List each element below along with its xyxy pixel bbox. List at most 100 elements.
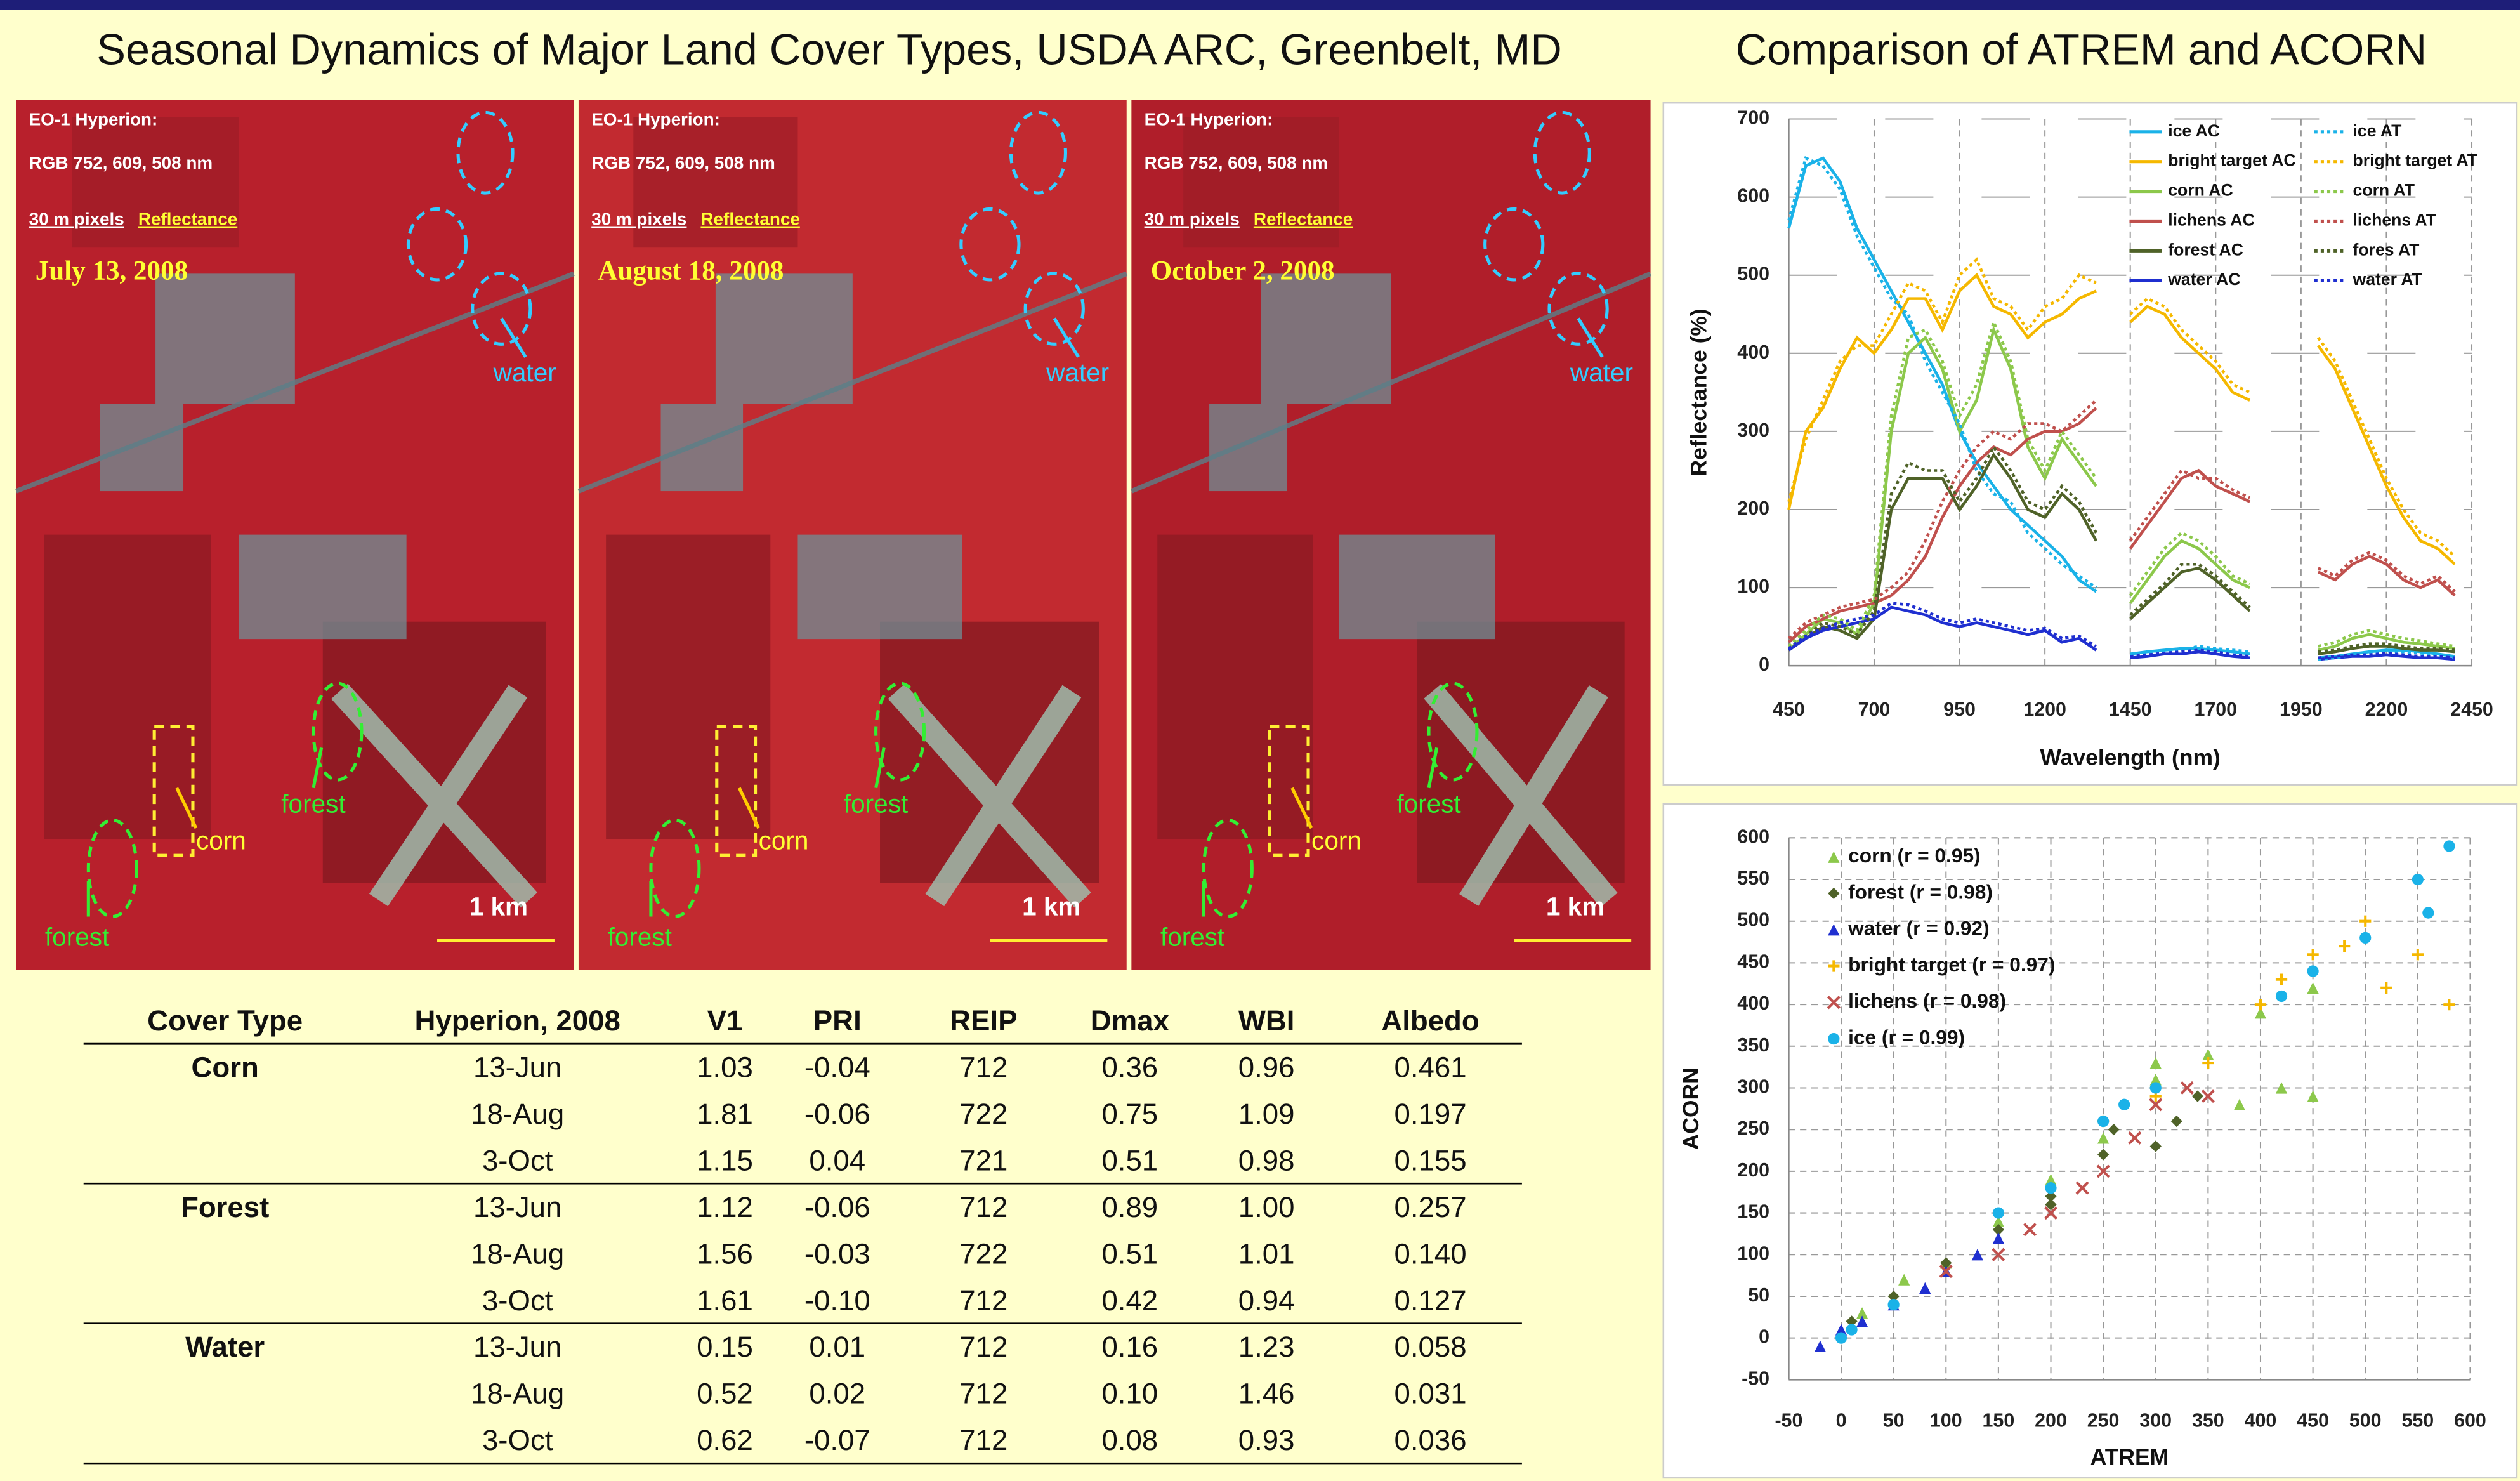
image-pixels: 30 m pixels [591, 209, 686, 229]
table-cell: 0.94 [1238, 1284, 1295, 1317]
y-tick-label: 0 [1759, 654, 1769, 675]
image-region [323, 622, 546, 883]
x-tick-label: 400 [2245, 1409, 2277, 1431]
table-cell: 712 [959, 1331, 1007, 1363]
image-label: forest [45, 923, 109, 952]
table-cell: 0.89 [1101, 1191, 1158, 1223]
table-group: Forest [181, 1191, 269, 1223]
table-cell: 0.16 [1101, 1331, 1158, 1363]
image-region [1417, 622, 1624, 883]
image-panel: EO-1 Hyperion:RGB 752, 609, 508 nm30 m p… [16, 100, 574, 970]
table-cell: 722 [959, 1237, 1007, 1270]
table-cell: 1.56 [697, 1237, 753, 1270]
image-product: Reflectance [1254, 209, 1353, 229]
x-tick-label: 1700 [2194, 699, 2237, 720]
point [2276, 991, 2287, 1002]
legend-label: ice AT [2353, 121, 2402, 140]
built-area [716, 273, 853, 404]
table-cell: 0.15 [697, 1331, 753, 1363]
legend-label: corn (r = 0.95) [1848, 844, 1980, 867]
table-cell: 1.23 [1238, 1331, 1295, 1363]
table-header: Cover Type [147, 1004, 303, 1037]
y-tick-label: 500 [1737, 263, 1769, 285]
point [2359, 932, 2371, 944]
point [2097, 1116, 2109, 1127]
table-cell: 13-Jun [473, 1191, 561, 1223]
y-tick-label: 200 [1737, 497, 1769, 519]
image-label: corn [196, 826, 246, 855]
table-cell: 1.61 [697, 1284, 753, 1317]
poster: Seasonal Dynamics of Major Land Cover Ty… [0, 0, 2520, 1481]
y-tick-label: 300 [1737, 419, 1769, 441]
table-cell: 0.036 [1394, 1424, 1466, 1456]
point [2150, 1082, 2162, 1093]
image-date: July 13, 2008 [36, 256, 188, 286]
x-tick-label: 450 [1773, 699, 1805, 720]
title: Comparison of ATREM and ACORN [1736, 26, 2427, 74]
legend-label: bright target AT [2353, 151, 2477, 170]
built-area [797, 535, 962, 640]
table-cell: 1.00 [1238, 1191, 1295, 1223]
y-tick-label: 250 [1737, 1117, 1769, 1139]
table-cell: 0.461 [1394, 1051, 1466, 1083]
y-tick-label: 150 [1737, 1201, 1769, 1223]
table-cell: 721 [959, 1144, 1007, 1176]
table-cell: 0.197 [1394, 1098, 1466, 1130]
table-cell: 0.93 [1238, 1424, 1295, 1456]
legend-label: ice AC [2168, 121, 2220, 140]
x-tick-label: 300 [2139, 1409, 2172, 1431]
legend-label: lichens (r = 0.98) [1848, 989, 2006, 1012]
built-area [1209, 404, 1287, 491]
y-tick-label: 0 [1759, 1326, 1769, 1348]
table-cell: 0.52 [697, 1378, 753, 1410]
chart-panel [1664, 103, 2517, 785]
x-tick-label: 500 [2349, 1409, 2382, 1431]
image-bands: RGB 752, 609, 508 nm [591, 153, 775, 173]
legend-label: corn AC [2168, 181, 2233, 200]
table-cell: 0.04 [809, 1144, 865, 1176]
x-tick-label: 700 [1858, 699, 1891, 720]
table-cell: -0.07 [804, 1424, 870, 1456]
x-tick-label: 50 [1883, 1409, 1905, 1431]
table-cell: 0.42 [1101, 1284, 1158, 1317]
point [1888, 1299, 1900, 1310]
y-tick-label: 450 [1737, 951, 1769, 972]
x-tick-label: 0 [1836, 1409, 1847, 1431]
table-cell: 13-Jun [473, 1051, 561, 1083]
table-group: Corn [191, 1051, 258, 1083]
image-label: water [1046, 358, 1109, 387]
table-header: WBI [1238, 1004, 1295, 1037]
y-axis-title: Reflectance (%) [1686, 308, 1711, 476]
x-tick-label: 200 [2035, 1409, 2067, 1431]
point [2118, 1099, 2130, 1110]
table-cell: 1.01 [1238, 1237, 1295, 1270]
point [1846, 1324, 1857, 1335]
point [2422, 907, 2434, 918]
title: Seasonal Dynamics of Major Land Cover Ty… [96, 26, 1561, 74]
y-tick-label: -50 [1742, 1367, 1769, 1389]
legend-label: lichens AC [2168, 210, 2254, 229]
table-header: Hyperion, 2008 [415, 1004, 620, 1037]
x-tick-label: 1950 [2280, 699, 2323, 720]
y-tick-label: 100 [1737, 1242, 1769, 1264]
image-pixels: 30 m pixels [1145, 209, 1240, 229]
table-header: PRI [813, 1004, 862, 1037]
table-cell: 0.75 [1101, 1098, 1158, 1130]
x-tick-label: 550 [2401, 1409, 2434, 1431]
legend-label: ice (r = 0.99) [1848, 1025, 1965, 1048]
table-cell: 0.10 [1101, 1378, 1158, 1410]
legend-swatch [1828, 1033, 1839, 1044]
table-cell: 1.12 [697, 1191, 753, 1223]
table-header: Dmax [1091, 1004, 1170, 1037]
legend-label: forest (r = 0.98) [1848, 880, 1993, 903]
x-tick-label: 450 [2297, 1409, 2329, 1431]
image-region [44, 535, 211, 839]
x-tick-label: 2450 [2450, 699, 2493, 720]
legend-label: forest AC [2168, 240, 2243, 259]
y-tick-label: 100 [1737, 576, 1769, 597]
table-cell: 18-Aug [471, 1098, 564, 1130]
built-area [1261, 273, 1391, 404]
table-cell: 0.51 [1101, 1144, 1158, 1176]
